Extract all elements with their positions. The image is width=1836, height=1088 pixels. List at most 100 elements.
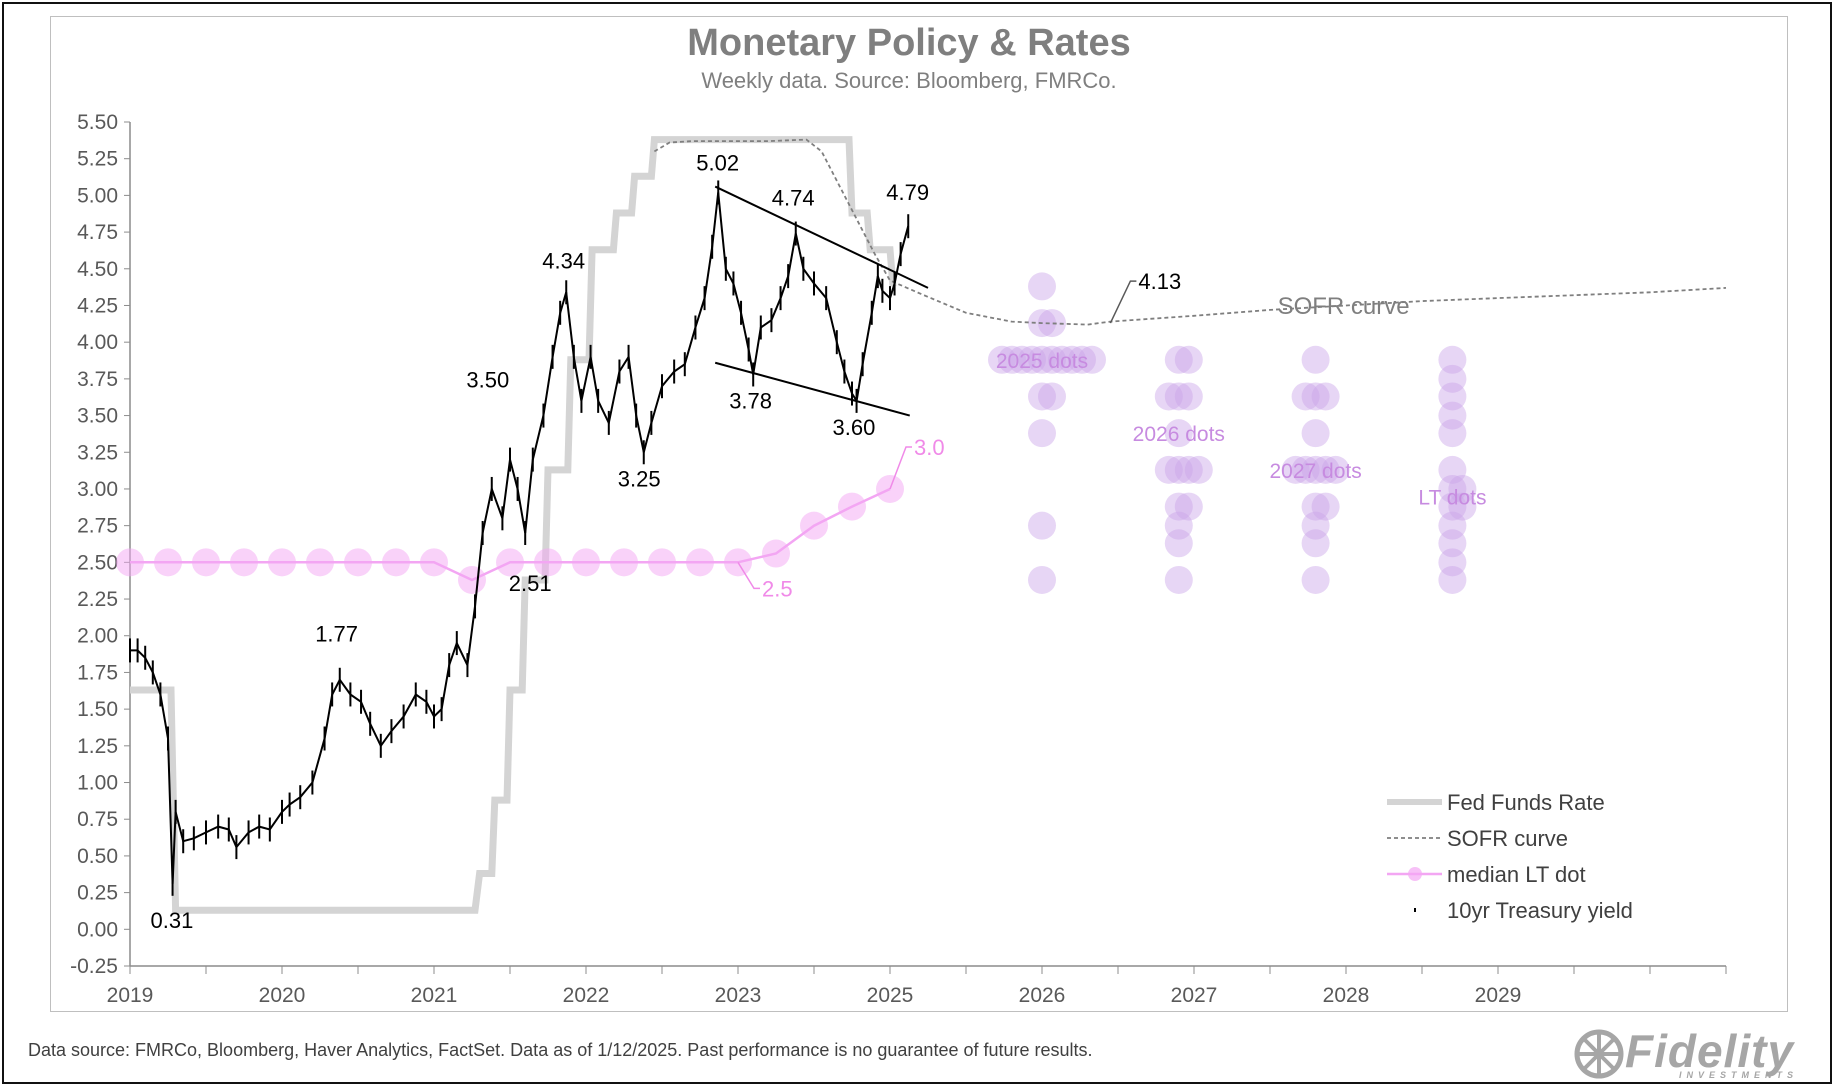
annotation-label: 2.51 [509, 571, 552, 596]
fomc-dot [1438, 382, 1467, 411]
sofr-curve-line [653, 138, 1727, 326]
fidelity-logo-subtext: INVESTMENTS [1679, 1070, 1799, 1080]
annotation-label: 3.60 [833, 415, 876, 440]
footer-disclaimer: Data source: FMRCo, Bloomberg, Haver Ana… [28, 1040, 1093, 1060]
median-lt-dot [762, 539, 790, 568]
fomc-dot [1154, 455, 1183, 484]
x-tick-label: 2028 [1323, 984, 1370, 1007]
fomc-dot [1301, 455, 1330, 484]
fomc-dot [1068, 345, 1096, 374]
fomc-dot [1438, 529, 1467, 558]
y-tick-label: 1.50 [77, 698, 118, 721]
trendline [714, 185, 929, 289]
fomc-dot [1164, 419, 1193, 448]
fomc-dot [1164, 455, 1193, 484]
median-lt-dot [496, 548, 524, 577]
median-lt-dot [306, 548, 334, 577]
fomc-dot [1174, 455, 1203, 484]
y-tick-label: 2.50 [77, 551, 118, 574]
fomc-dot [1438, 401, 1467, 430]
fomc-dot [1438, 364, 1467, 393]
fomc-dot [1311, 455, 1340, 484]
chart-svg: -0.25 0.00 0.25 0.50 0.75 1.00 1.25 1.50 1.75 2.0… [70, 111, 1727, 1007]
fomc-dot [1301, 382, 1330, 411]
median-lt-dot [686, 548, 714, 577]
fomc-dot [1438, 565, 1467, 594]
annotation-label: 0.31 [151, 908, 194, 933]
fomc-dot [1301, 529, 1330, 558]
y-tick-label: 4.75 [77, 221, 118, 244]
annotation-label: 3.78 [729, 388, 772, 413]
y-tick-label: 0.75 [77, 808, 118, 831]
y-tick-label: 3.50 [77, 405, 118, 428]
trendline [714, 361, 911, 417]
legend-label: median LT dot [1447, 862, 1586, 887]
fomc-dot [998, 345, 1026, 374]
annotation-label: 4.13 [1138, 269, 1181, 294]
x-tick-label: 2029 [1475, 984, 1522, 1007]
fomc-dot [1008, 345, 1036, 374]
median-lt-dot [268, 548, 296, 577]
annotation-label: 5.02 [696, 150, 739, 175]
fomc-dots-label: 2027 dots [1269, 460, 1361, 483]
fomc-dot [1184, 455, 1213, 484]
fomc-dot [1448, 474, 1477, 503]
fomc-dot [1028, 382, 1056, 411]
fomc-dot [1291, 455, 1320, 484]
fomc-dot [1301, 345, 1330, 374]
y-tick-label: 2.25 [77, 588, 118, 611]
fomc-dot [1438, 511, 1467, 540]
y-tick-label: 3.25 [77, 441, 118, 464]
y-tick-label: 0.00 [77, 918, 118, 941]
annotation-label: 3.50 [466, 368, 509, 393]
fomc-dot [1174, 382, 1203, 411]
legend-swatch-lt-dot [1408, 867, 1422, 881]
legend-label: SOFR curve [1447, 826, 1568, 851]
fomc-dot [1018, 345, 1046, 374]
fomc-dot [1291, 382, 1320, 411]
annotation-label: 4.79 [886, 180, 929, 205]
fomc-dot [1301, 565, 1330, 594]
y-tick-label: 5.50 [77, 111, 118, 134]
fomc-dot [1174, 492, 1203, 521]
y-tick-label: 3.00 [77, 478, 118, 501]
fomc-dot [1028, 511, 1056, 540]
y-tick-label: 2.00 [77, 625, 118, 648]
y-tick-label: 1.00 [77, 772, 118, 795]
y-tick-label: 2.75 [77, 515, 118, 538]
x-tick-label: 2025 [867, 984, 914, 1007]
y-tick-label: 4.50 [77, 258, 118, 281]
fomc-dot [1038, 309, 1066, 338]
fomc-dot [1301, 419, 1330, 448]
fidelity-logo-text: Fidelity [1625, 1025, 1795, 1077]
fomc-dot [1321, 455, 1350, 484]
fomc-dot [1311, 492, 1340, 521]
annotation-label: 1.77 [315, 621, 358, 646]
median-lt-dot [800, 511, 828, 540]
y-tick-label: 1.75 [77, 661, 118, 684]
legend-label: 10yr Treasury yield [1447, 898, 1633, 923]
fomc-dot [1078, 345, 1106, 374]
median-lt-dot [230, 548, 258, 577]
y-tick-label: 4.00 [77, 331, 118, 354]
fomc-dot [1028, 272, 1056, 301]
y-tick-label: 5.25 [77, 148, 118, 171]
y-tick-label: 5.00 [77, 184, 118, 207]
fomc-dot [1438, 345, 1467, 374]
fomc-dot [1028, 345, 1056, 374]
chart-subtitle: Weekly data. Source: Bloomberg, FMRCo. [701, 68, 1117, 93]
annotation-label: 3.25 [618, 466, 661, 491]
median-lt-dot [192, 548, 220, 577]
x-tick-label: 2020 [259, 984, 306, 1007]
fomc-dots-label: 2025 dots [996, 350, 1088, 373]
median-lt-dot [420, 548, 448, 577]
fomc-dot [1448, 492, 1477, 521]
fomc-dot [1028, 565, 1056, 594]
fomc-dots-label: LT dots [1418, 486, 1486, 509]
y-tick-label: 0.25 [77, 882, 118, 905]
annotation-leader [737, 561, 760, 590]
fomc-dot [1164, 382, 1193, 411]
annotation-label: 4.74 [772, 186, 815, 211]
fomc-dot [1438, 419, 1467, 448]
